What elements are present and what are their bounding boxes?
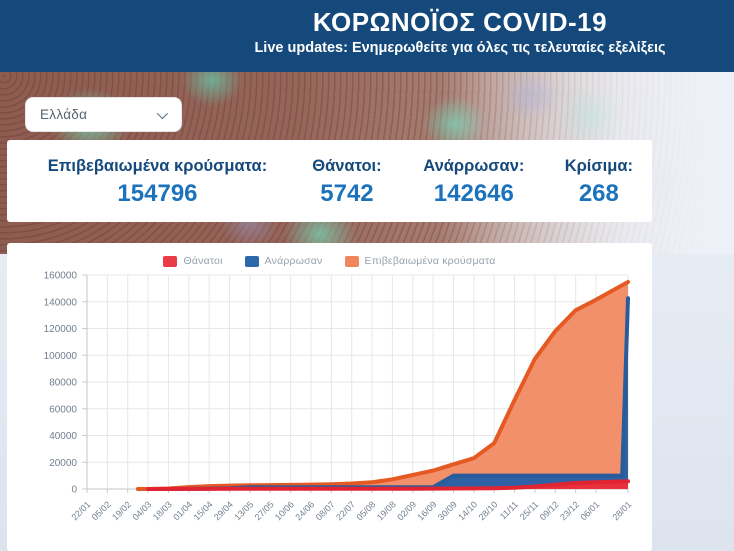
svg-text:30/09: 30/09 <box>436 499 459 522</box>
svg-text:24/06: 24/06 <box>293 499 316 522</box>
svg-text:05/08: 05/08 <box>354 499 377 522</box>
svg-text:16/09: 16/09 <box>416 499 439 522</box>
country-dropdown[interactable]: Ελλάδα <box>25 97 182 132</box>
chevron-down-icon <box>156 107 169 119</box>
recovered-swatch-icon <box>244 255 259 267</box>
svg-text:01/04: 01/04 <box>171 499 194 522</box>
legend-item-confirmed[interactable]: Επιβεβαιωμένα κρούσματα <box>344 255 496 267</box>
svg-text:29/04: 29/04 <box>212 499 235 522</box>
svg-text:80000: 80000 <box>49 378 77 389</box>
svg-text:120000: 120000 <box>44 324 78 335</box>
confirmed-swatch-icon <box>344 255 359 267</box>
svg-text:27/05: 27/05 <box>253 499 276 522</box>
svg-text:04/03: 04/03 <box>130 499 153 522</box>
svg-text:14/10: 14/10 <box>456 499 479 522</box>
stat-recovered-label: Ανάρρωσαν: <box>423 157 525 175</box>
page-subtitle: Live updates: Ενημερωθείτε για όλες τις … <box>254 40 666 57</box>
svg-text:19/08: 19/08 <box>375 499 398 522</box>
covid-cumulative-chart: 0 20000 40000 60000 80000 100000 120000 140000 1… <box>44 271 634 523</box>
svg-text:28/01: 28/01 <box>610 499 633 522</box>
stat-critical: Κρίσιμα: 268 <box>546 157 652 208</box>
svg-text:02/09: 02/09 <box>395 499 418 522</box>
app-header: ΚΟΡΩΝΟΪΟΣ COVID-19 Live updates: Ενημερω… <box>0 0 734 72</box>
svg-text:22/01: 22/01 <box>69 499 92 522</box>
svg-text:28/10: 28/10 <box>477 499 500 522</box>
chart-card: Θάνατοι Ανάρρωσαν Επιβεβαιωμένα κρούσματ… <box>7 243 652 551</box>
svg-text:23/12: 23/12 <box>558 499 581 522</box>
svg-text:22/07: 22/07 <box>334 499 357 522</box>
svg-text:09/12: 09/12 <box>538 499 561 522</box>
stat-deaths-label: Θάνατοι: <box>312 157 382 175</box>
stat-confirmed: Επιβεβαιωμένα κρούσματα: 154796 <box>27 157 288 208</box>
stat-confirmed-label: Επιβεβαιωμένα κρούσματα: <box>47 157 268 175</box>
svg-text:25/11: 25/11 <box>518 499 541 522</box>
svg-text:10/06: 10/06 <box>273 499 296 522</box>
svg-text:40000: 40000 <box>49 431 77 442</box>
stat-critical-label: Κρίσιμα: <box>564 157 633 175</box>
stat-recovered-value: 142646 <box>433 180 514 207</box>
svg-text:13/05: 13/05 <box>232 499 255 522</box>
stat-confirmed-value: 154796 <box>117 180 198 207</box>
svg-text:100000: 100000 <box>44 351 78 362</box>
deaths-swatch-icon <box>163 255 178 267</box>
legend-label-confirmed: Επιβεβαιωμένα κρούσματα <box>364 255 496 267</box>
page-title: ΚΟΡΩΝΟΪΟΣ COVID-19 <box>312 7 608 37</box>
svg-text:08/07: 08/07 <box>314 499 337 522</box>
svg-text:05/02: 05/02 <box>90 499 113 522</box>
legend-item-deaths[interactable]: Θάνατοι <box>163 255 222 267</box>
stats-card: Επιβεβαιωμένα κρούσματα: 154796 Θάνατοι:… <box>7 140 652 222</box>
country-dropdown-value: Ελλάδα <box>40 107 88 122</box>
stat-deaths-value: 5742 <box>320 180 374 207</box>
legend-item-recovered[interactable]: Ανάρρωσαν <box>244 255 323 267</box>
chart-legend: Θάνατοι Ανάρρωσαν Επιβεβαιωμένα κρούσματ… <box>7 253 652 269</box>
svg-text:19/02: 19/02 <box>110 499 133 522</box>
stat-recovered: Ανάρρωσαν: 142646 <box>412 157 536 208</box>
svg-text:160000: 160000 <box>44 271 78 282</box>
svg-text:60000: 60000 <box>49 404 77 415</box>
svg-text:140000: 140000 <box>44 297 78 308</box>
legend-label-recovered: Ανάρρωσαν <box>264 255 323 267</box>
stat-critical-value: 268 <box>578 180 619 207</box>
svg-text:18/03: 18/03 <box>151 499 174 522</box>
svg-text:15/04: 15/04 <box>192 499 215 522</box>
svg-text:11/11: 11/11 <box>498 499 520 521</box>
svg-text:0: 0 <box>71 485 77 496</box>
stat-deaths: Θάνατοι: 5742 <box>290 157 404 208</box>
svg-text:06/01: 06/01 <box>578 499 601 522</box>
legend-label-deaths: Θάνατοι <box>183 255 223 267</box>
svg-text:20000: 20000 <box>49 458 77 469</box>
